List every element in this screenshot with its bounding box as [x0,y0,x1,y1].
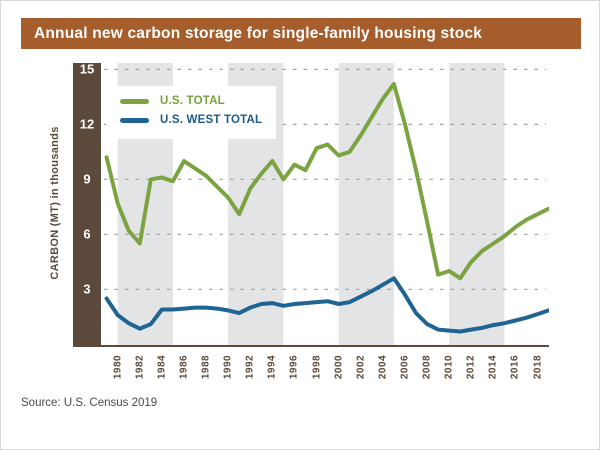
series-line-u-s-west-total [104,276,549,334]
y-tick-label: 15 [79,61,95,77]
x-tick-label: 2010 [443,354,455,380]
y-tick-label: 3 [83,281,91,297]
x-tick-label: 2004 [377,354,389,380]
x-tick-label: 2008 [421,354,433,380]
y-axis-label: CARBON (MT) in thousands [49,126,61,280]
chart-title: Annual new carbon storage for single-fam… [34,24,483,42]
x-tick-label: 1980 [112,354,124,380]
legend-swatch [120,98,149,104]
y-axis-bar: 15 12 9 6 3 [73,61,101,346]
x-tick-label: 2014 [487,354,499,380]
x-tick-label: 1994 [266,354,278,380]
legend: U.S. TOTAL U.S. WEST TOTAL [106,86,276,139]
x-tick-label: 1988 [200,354,212,380]
legend-swatch [120,117,149,123]
x-tick-label: 2002 [355,354,367,380]
x-axis-line [73,345,549,347]
legend-item: U.S. TOTAL [120,95,276,107]
source-note: Source: U.S. Census 2019 [21,397,158,409]
y-tick-label: 6 [83,226,91,242]
x-tick-label: 1998 [311,354,323,380]
x-tick-label: 1984 [156,354,168,380]
x-tick-label: 2018 [532,354,544,380]
chart-title-bar: Annual new carbon storage for single-fam… [21,18,581,49]
shaded-band [338,63,394,346]
legend-item: U.S. WEST TOTAL [120,114,276,126]
x-tick-label: 1996 [288,354,300,380]
legend-label: U.S. WEST TOTAL [160,114,263,126]
x-tick-label: 1990 [222,354,234,380]
x-tick-label: 1982 [134,354,146,380]
legend-label: U.S. TOTAL [160,95,225,107]
x-tick-label: 1986 [178,354,190,380]
x-tick-label: 2016 [509,354,521,380]
x-tick-label: 2000 [333,354,345,380]
series-line-u-s-total [104,82,549,281]
x-tick-label: 1992 [244,354,256,380]
x-tick-label: 2012 [465,354,477,380]
y-tick-label: 9 [83,171,91,187]
x-tick-label: 2006 [399,354,411,380]
y-tick-label: 12 [79,116,95,132]
shaded-band [449,63,505,346]
